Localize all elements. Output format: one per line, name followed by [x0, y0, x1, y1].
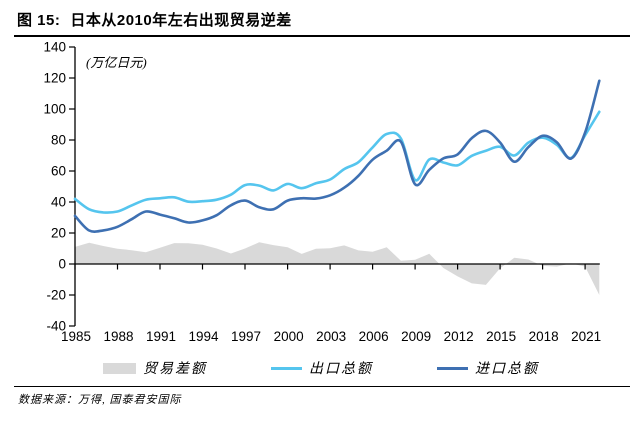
legend-label-trade-balance: 贸易差额 — [143, 362, 207, 377]
y-tick-label: 60 — [51, 164, 66, 179]
y-tick-label: 0 — [58, 257, 66, 272]
exports-line-swatch — [271, 366, 302, 370]
figure-number-label: 图 15: — [17, 12, 61, 29]
figure-panel: 图 15: 日本从2010年左右出现贸易逆差 -40 -20 0 20 40 60 80 100… — [0, 9, 644, 439]
x-tick-label: 2015 — [486, 329, 516, 344]
legend-item-exports: 出口总额 — [271, 358, 373, 378]
trade-chart: -40 -20 0 20 40 60 80 100 120 140 1985 1988 1991 1994… — [43, 40, 601, 344]
x-tick-label: 1985 — [61, 329, 91, 344]
x-tick-label: 1994 — [188, 329, 219, 344]
imports-line-swatch — [437, 366, 468, 370]
y-tick-label: 20 — [51, 226, 66, 241]
y-tick-label: 120 — [43, 71, 66, 86]
figure-title-text: 日本从2010年左右出现贸易逆差 — [70, 12, 292, 29]
x-tick-label: 2000 — [274, 329, 304, 344]
x-tick-label: 1991 — [146, 329, 176, 344]
x-tick-label: 2006 — [359, 329, 389, 344]
y-tick-label: 100 — [43, 102, 66, 117]
trade-balance-swatch — [103, 362, 136, 374]
footer-divider — [14, 386, 630, 387]
chart-legend: 贸易差额 出口总额 进口总额 — [103, 358, 644, 378]
imports-line — [73, 79, 601, 233]
x-tick-label: 1988 — [103, 329, 133, 344]
x-tick-label: 2009 — [401, 329, 431, 344]
legend-item-imports: 进口总额 — [437, 358, 539, 378]
legend-label-exports: 出口总额 — [309, 362, 373, 377]
y-tick-label: 140 — [43, 40, 66, 55]
legend-label-imports: 进口总额 — [475, 362, 539, 377]
exports-line — [73, 110, 601, 214]
x-tick-label: 1997 — [231, 329, 261, 344]
y-tick-label: 80 — [51, 133, 66, 148]
figure-title: 图 15: 日本从2010年左右出现贸易逆差 — [14, 9, 630, 37]
y-tick-label: 40 — [51, 195, 66, 210]
y-tick-label: -20 — [46, 288, 66, 303]
x-tick-label: 2021 — [571, 329, 601, 344]
x-tick-label: 2018 — [529, 329, 559, 344]
data-source-note: 数据来源：万得, 国泰君安国际 — [18, 394, 182, 406]
y-tick-label: -40 — [46, 319, 66, 334]
x-tick-label: 2003 — [316, 329, 346, 344]
unit-label: (万亿日元) — [86, 55, 147, 70]
x-tick-label: 2012 — [444, 329, 474, 344]
legend-item-trade-balance: 贸易差额 — [103, 358, 207, 378]
trade-balance-area — [75, 242, 600, 295]
